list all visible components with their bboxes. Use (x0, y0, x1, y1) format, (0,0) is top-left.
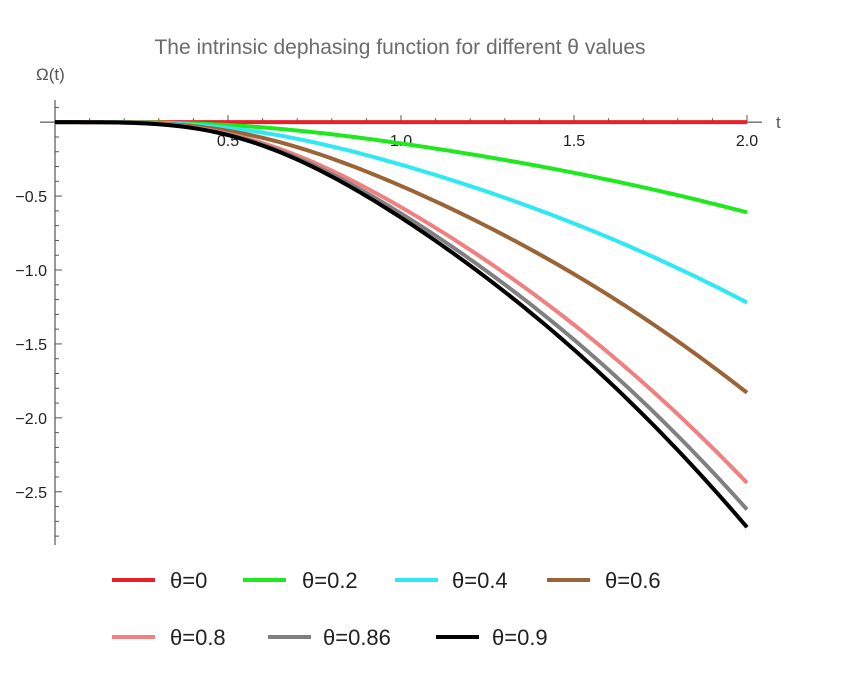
y-tick-label: −1.0 (15, 263, 47, 280)
chart-title: The intrinsic dephasing function for dif… (154, 36, 645, 59)
legend-label: θ=0.2 (302, 568, 358, 593)
legend-label: θ=0.4 (452, 568, 508, 593)
y-axis-label: Ω(t) (36, 65, 65, 84)
series-line (55, 120, 749, 529)
series-line (55, 120, 749, 485)
legend-label: θ=0.86 (323, 625, 391, 650)
x-tick-label: 2.0 (736, 133, 758, 150)
y-tick-label: −2.5 (15, 485, 47, 502)
legend: θ=0 θ=0.2 θ=0.4 θ=0.6 θ=0.8 θ=0.86 θ=0.9 (112, 568, 661, 650)
series-lines (55, 120, 749, 529)
legend-label: θ=0.8 (170, 625, 226, 650)
y-tick-label: −0.5 (15, 189, 47, 206)
x-tick-label: 1.5 (563, 133, 585, 150)
y-tick-label: −1.5 (15, 337, 47, 354)
y-tick-label: −2.0 (15, 411, 47, 428)
legend-label: θ=0.6 (605, 568, 661, 593)
legend-label: θ=0.9 (492, 625, 548, 650)
legend-label: θ=0 (170, 568, 207, 593)
x-axis-label: t (776, 113, 781, 132)
